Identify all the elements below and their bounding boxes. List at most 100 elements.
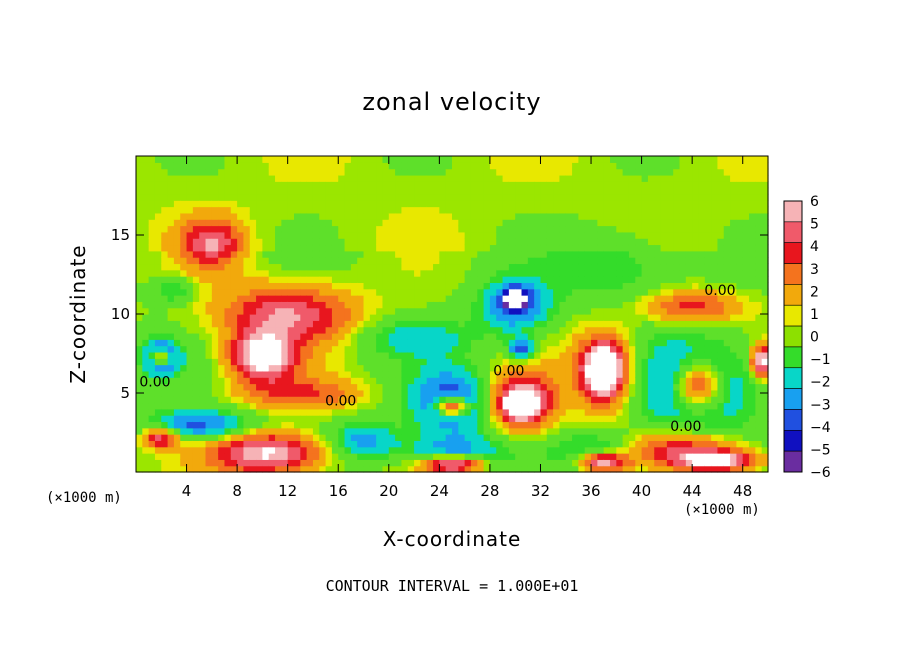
- heatmap-cell: [534, 250, 542, 258]
- heatmap-cell: [610, 231, 617, 239]
- heatmap-cell: [344, 212, 352, 220]
- heatmap-cell: [414, 162, 421, 170]
- heatmap-cell: [230, 440, 238, 448]
- heatmap-cell: [199, 421, 207, 429]
- heatmap-cell: [464, 465, 472, 473]
- heatmap-cell: [395, 402, 403, 410]
- heatmap-cell: [515, 358, 523, 366]
- heatmap-cell: [610, 465, 617, 473]
- heatmap-cell: [654, 396, 662, 404]
- heatmap-cell: [268, 396, 276, 404]
- heatmap-cell: [483, 396, 491, 404]
- heatmap-cell: [755, 206, 763, 214]
- heatmap-cell: [306, 427, 314, 435]
- heatmap-cell: [237, 288, 245, 296]
- heatmap-cell: [439, 181, 447, 189]
- heatmap-cell: [363, 225, 371, 233]
- heatmap-cell: [167, 212, 175, 220]
- heatmap-cell: [540, 288, 548, 296]
- heatmap-cell: [597, 459, 605, 467]
- heatmap-cell: [281, 389, 289, 397]
- heatmap-cell: [401, 282, 409, 290]
- heatmap-cell: [205, 187, 213, 195]
- heatmap-cell: [249, 320, 257, 328]
- heatmap-cell: [698, 193, 706, 201]
- heatmap-cell: [154, 383, 162, 391]
- heatmap-cell: [388, 225, 396, 233]
- heatmap-cell: [300, 453, 308, 460]
- heatmap-cell: [508, 181, 516, 189]
- heatmap-cell: [635, 434, 643, 441]
- heatmap-cell: [142, 402, 150, 410]
- heatmap-cell: [256, 257, 263, 265]
- heatmap-cell: [395, 332, 403, 340]
- heatmap-cell: [553, 244, 561, 252]
- heatmap-cell: [199, 465, 207, 473]
- heatmap-cell: [591, 396, 598, 404]
- heatmap-cell: [572, 187, 579, 195]
- heatmap-cell: [350, 465, 358, 473]
- heatmap-cell: [319, 276, 327, 283]
- heatmap-cell: [521, 314, 529, 321]
- heatmap-cell: [325, 345, 333, 353]
- heatmap-cell: [300, 389, 308, 397]
- heatmap-cell: [559, 206, 567, 214]
- heatmap-cell: [527, 238, 535, 246]
- heatmap-cell: [546, 301, 554, 309]
- heatmap-cell: [186, 351, 194, 359]
- heatmap-cell: [249, 181, 257, 189]
- heatmap-cell: [610, 269, 617, 277]
- heatmap-cell: [692, 288, 700, 296]
- heatmap-cell: [376, 453, 384, 460]
- heatmap-cell: [401, 162, 409, 170]
- heatmap-cell: [742, 282, 750, 290]
- heatmap-cell: [243, 358, 251, 366]
- heatmap-cell: [199, 459, 207, 467]
- heatmap-cell: [205, 244, 213, 252]
- heatmap-cell: [730, 440, 737, 448]
- heatmap-cell: [420, 307, 428, 315]
- heatmap-cell: [559, 402, 567, 410]
- heatmap-cell: [275, 440, 282, 448]
- heatmap-cell: [237, 453, 245, 460]
- heatmap-cell: [306, 250, 314, 258]
- heatmap-cell: [470, 459, 478, 467]
- heatmap-cell: [742, 389, 750, 397]
- heatmap-cell: [325, 231, 333, 239]
- heatmap-cell: [357, 377, 365, 385]
- heatmap-cell: [376, 314, 384, 321]
- heatmap-cell: [199, 288, 207, 296]
- heatmap-cell: [249, 162, 257, 170]
- heatmap-cell: [300, 282, 308, 290]
- heatmap-cell: [287, 370, 295, 378]
- heatmap-cell: [230, 459, 238, 467]
- heatmap-cell: [572, 282, 579, 290]
- heatmap-cell: [470, 212, 478, 220]
- heatmap-cell: [256, 459, 263, 467]
- heatmap-cell: [148, 415, 156, 423]
- heatmap-cell: [218, 288, 226, 296]
- heatmap-cell: [666, 314, 674, 321]
- heatmap-cell: [685, 276, 693, 283]
- heatmap-cell: [344, 364, 352, 372]
- heatmap-cell: [628, 231, 636, 239]
- heatmap-cell: [357, 193, 365, 201]
- heatmap-cell: [540, 174, 548, 182]
- heatmap-cell: [666, 162, 674, 170]
- heatmap-cell: [154, 377, 162, 385]
- heatmap-cell: [148, 225, 156, 233]
- heatmap-cell: [249, 212, 257, 220]
- heatmap-cell: [723, 301, 731, 309]
- heatmap-cell: [338, 396, 346, 404]
- heatmap-cell: [249, 402, 257, 410]
- heatmap-cell: [666, 351, 674, 359]
- heatmap-cell: [464, 276, 472, 283]
- heatmap-cell: [192, 358, 200, 366]
- heatmap-cell: [439, 238, 447, 246]
- heatmap-cell: [660, 389, 668, 397]
- heatmap-cell: [268, 263, 276, 271]
- heatmap-cell: [578, 276, 586, 283]
- heatmap-cell: [698, 206, 706, 214]
- heatmap-cell: [363, 396, 371, 404]
- heatmap-cell: [711, 326, 719, 334]
